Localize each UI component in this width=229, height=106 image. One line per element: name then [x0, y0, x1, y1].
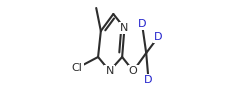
Text: N: N: [105, 66, 114, 76]
Text: O: O: [129, 66, 138, 76]
Text: D: D: [144, 75, 153, 85]
Text: D: D: [138, 19, 146, 29]
Text: N: N: [120, 23, 129, 33]
Text: D: D: [154, 32, 163, 42]
Text: Cl: Cl: [72, 63, 83, 73]
